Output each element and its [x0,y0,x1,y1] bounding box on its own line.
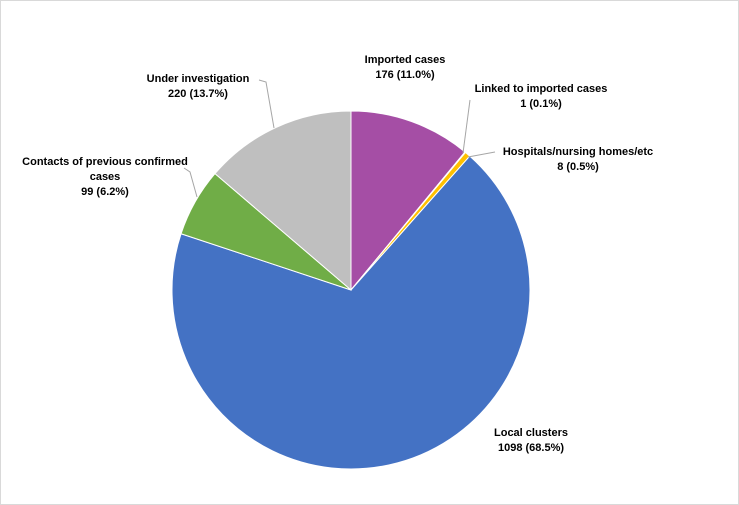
slice-value-linked: 1 (0.1%) [520,98,562,110]
pie-slice-under [214,110,352,292]
slice-value-contacts: 99 (6.2%) [81,186,129,198]
leader-line-under [258,79,275,129]
leader-line-contacts [183,167,198,198]
leader-line-hospitals [467,151,496,158]
slice-value-hospitals: 8 (0.5%) [557,161,599,173]
slice-value-under: 220 (13.7%) [168,88,228,100]
slice-label-local: Local clusters [494,427,568,439]
slice-label-imported: Imported cases [365,54,446,66]
slice-label-contacts-line1: Contacts of previous confirmed [22,156,188,168]
leader-line-linked [462,99,471,154]
pie-slice-local [171,155,531,470]
slice-label-hospitals: Hospitals/nursing homes/etc [503,146,653,158]
slice-value-imported: 176 (11.0%) [375,69,435,81]
slice-label-linked: Linked to imported cases [475,83,608,95]
pie-slices [171,110,531,470]
slice-value-local: 1098 (68.5%) [498,442,564,454]
pie-slice-imported [350,110,466,292]
slice-label-under: Under investigation [147,73,250,85]
slice-label-contacts-line2: cases [90,171,121,183]
